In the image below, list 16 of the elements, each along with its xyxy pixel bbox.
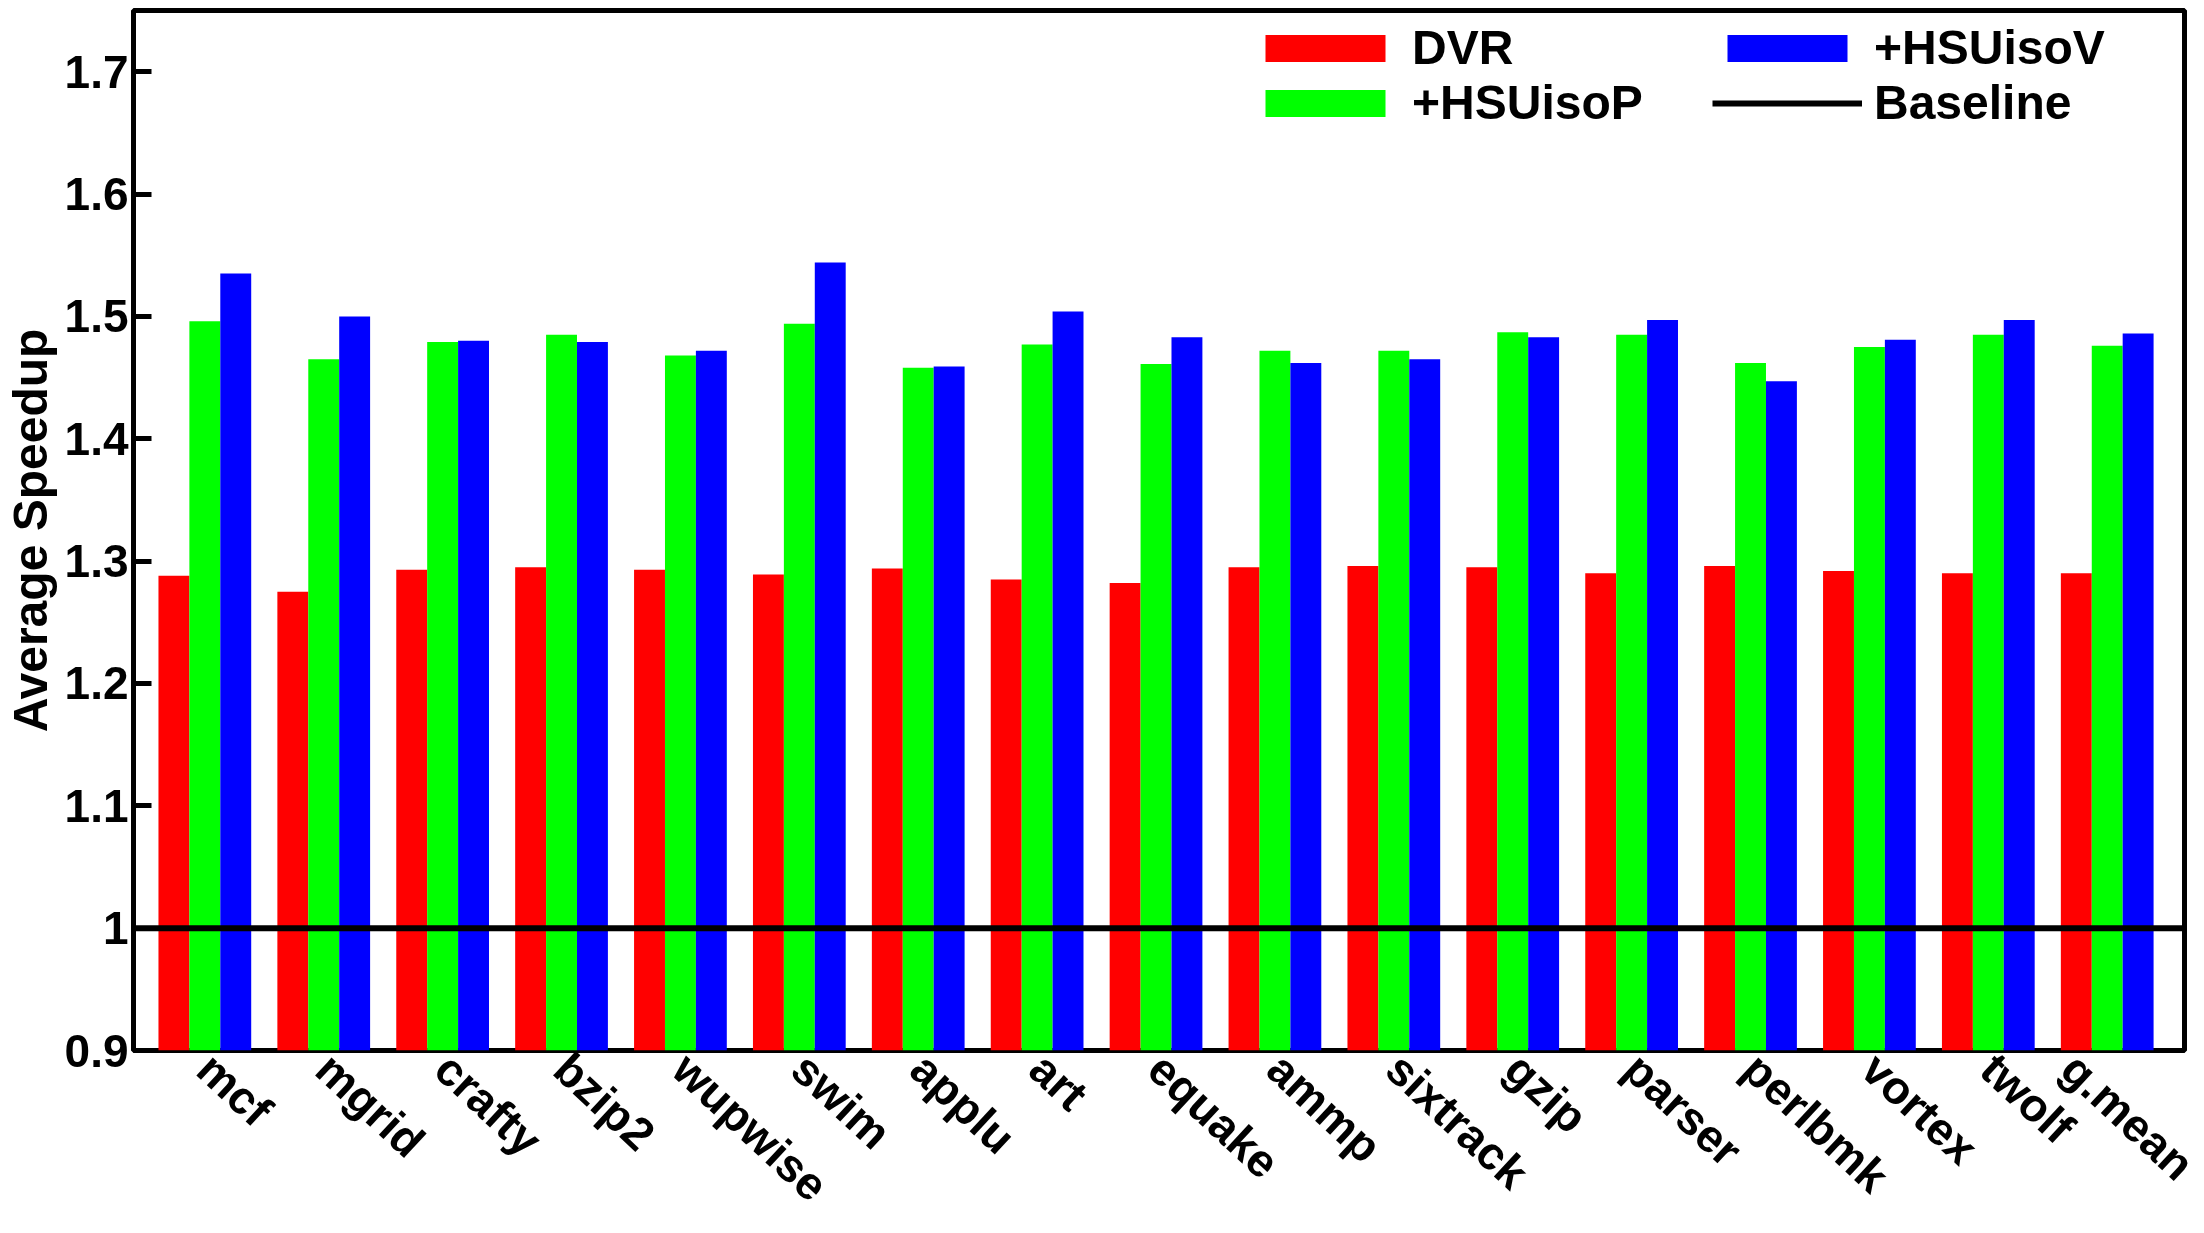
y-axis-title: Average Speedup xyxy=(3,328,57,733)
y-tick-label: 0.9 xyxy=(64,1024,129,1077)
y-tick-label: 1.3 xyxy=(64,535,129,588)
y-tick-label: 1.4 xyxy=(64,412,129,465)
x-tick-label: mcf xyxy=(187,1042,283,1137)
y-tick-label: 1 xyxy=(102,902,129,955)
legend-label: Baseline xyxy=(1874,75,2073,130)
legend-label: DVR xyxy=(1412,20,1515,75)
y-tick-label: 1.5 xyxy=(64,290,129,343)
y-tick-label: 1.6 xyxy=(64,168,129,221)
y-tick-label: 1.1 xyxy=(64,779,129,832)
y-tick-label: 1.7 xyxy=(64,45,129,98)
legend-label: +HSUisoV xyxy=(1874,20,2106,75)
legend-label: +HSUisoP xyxy=(1412,75,1644,130)
y-tick-label: 1.2 xyxy=(64,657,129,710)
x-tick-label: art xyxy=(1019,1042,1098,1121)
